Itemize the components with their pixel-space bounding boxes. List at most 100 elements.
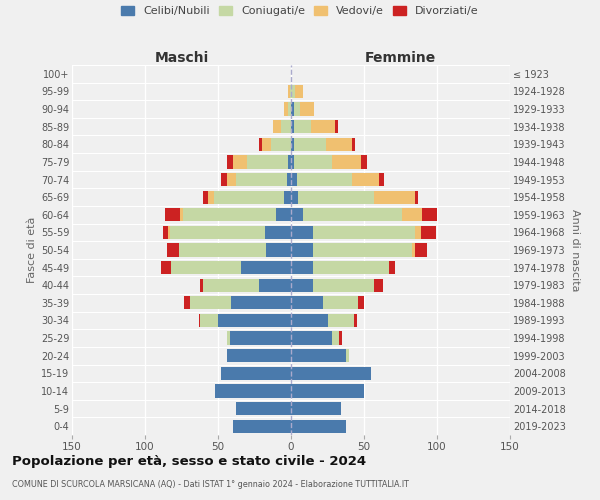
Bar	[291, 332, 332, 344]
Bar	[203, 190, 208, 204]
Bar	[291, 244, 313, 256]
Bar	[389, 261, 395, 274]
Bar	[339, 332, 342, 344]
Y-axis label: Anni di nascita: Anni di nascita	[570, 209, 580, 291]
Bar	[328, 314, 354, 327]
Bar	[291, 384, 364, 398]
Bar	[221, 366, 291, 380]
Bar	[291, 85, 295, 98]
Bar	[262, 138, 271, 151]
Bar	[161, 261, 171, 274]
Bar	[295, 85, 302, 98]
Text: COMUNE DI SCURCOLA MARSICANA (AQ) - Dati ISTAT 1° gennaio 2024 - Elaborazione TU: COMUNE DI SCURCOLA MARSICANA (AQ) - Dati…	[12, 480, 409, 489]
Bar	[166, 208, 180, 222]
Bar	[298, 190, 374, 204]
Bar	[227, 173, 236, 186]
Bar	[227, 156, 233, 168]
Bar	[294, 156, 332, 168]
Bar	[374, 278, 383, 292]
Bar	[374, 190, 415, 204]
Y-axis label: Fasce di età: Fasce di età	[26, 217, 37, 283]
Bar	[227, 332, 230, 344]
Bar	[203, 278, 259, 292]
Bar	[288, 156, 291, 168]
Bar	[169, 226, 170, 239]
Bar	[358, 296, 364, 310]
Bar	[311, 120, 335, 134]
Bar	[313, 261, 389, 274]
Bar	[294, 138, 326, 151]
Bar	[291, 120, 294, 134]
Bar	[287, 173, 291, 186]
Bar	[241, 261, 291, 274]
Bar	[171, 261, 241, 274]
Bar	[266, 244, 291, 256]
Bar	[167, 244, 179, 256]
Bar	[184, 296, 190, 310]
Bar	[291, 420, 346, 433]
Bar	[236, 173, 287, 186]
Bar	[415, 190, 418, 204]
Bar	[291, 138, 294, 151]
Text: Maschi: Maschi	[154, 51, 209, 65]
Bar	[352, 138, 355, 151]
Bar	[265, 226, 291, 239]
Bar	[291, 261, 313, 274]
Bar	[291, 156, 294, 168]
Bar	[170, 226, 265, 239]
Bar	[271, 138, 291, 151]
Bar	[291, 314, 328, 327]
Bar	[313, 244, 412, 256]
Bar	[233, 420, 291, 433]
Bar	[415, 226, 421, 239]
Bar	[346, 349, 349, 362]
Bar	[294, 120, 311, 134]
Bar	[402, 208, 422, 222]
Bar	[259, 138, 262, 151]
Bar	[302, 208, 402, 222]
Bar	[421, 226, 436, 239]
Bar	[332, 332, 339, 344]
Bar	[200, 314, 218, 327]
Bar	[230, 332, 291, 344]
Bar	[291, 278, 313, 292]
Bar	[247, 156, 288, 168]
Bar	[335, 120, 338, 134]
Bar	[412, 244, 415, 256]
Bar	[190, 296, 231, 310]
Bar	[291, 208, 302, 222]
Bar	[231, 296, 291, 310]
Bar	[415, 244, 427, 256]
Bar	[214, 190, 284, 204]
Bar	[221, 173, 227, 186]
Bar	[284, 190, 291, 204]
Bar	[379, 173, 385, 186]
Bar	[300, 102, 314, 116]
Bar	[281, 120, 291, 134]
Bar	[183, 208, 277, 222]
Bar	[199, 314, 200, 327]
Bar	[291, 190, 298, 204]
Bar	[274, 120, 281, 134]
Bar	[179, 244, 266, 256]
Bar	[291, 102, 294, 116]
Bar	[277, 208, 291, 222]
Bar	[361, 156, 367, 168]
Bar	[218, 314, 291, 327]
Bar	[313, 278, 374, 292]
Bar	[208, 190, 214, 204]
Bar	[326, 138, 352, 151]
Bar	[291, 173, 297, 186]
Bar	[259, 278, 291, 292]
Bar	[422, 208, 437, 222]
Text: Femmine: Femmine	[365, 51, 436, 65]
Bar	[288, 102, 291, 116]
Bar	[352, 173, 379, 186]
Bar	[291, 349, 346, 362]
Bar	[297, 173, 352, 186]
Bar	[323, 296, 358, 310]
Bar	[233, 156, 247, 168]
Bar	[163, 226, 169, 239]
Bar	[236, 402, 291, 415]
Bar	[180, 208, 183, 222]
